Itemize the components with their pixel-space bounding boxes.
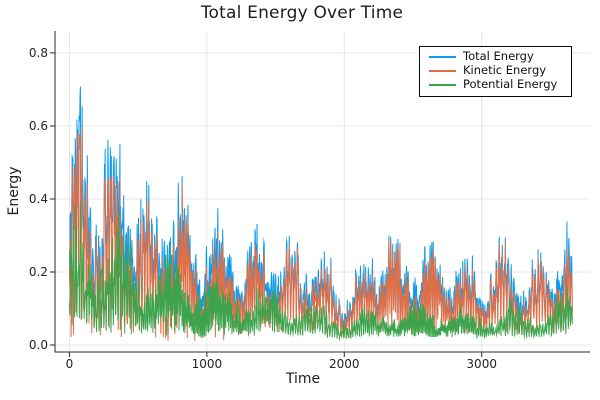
- y-tick-label: 0.8: [28, 45, 48, 60]
- legend-label: Potential Energy: [463, 77, 558, 92]
- chart-title: Total Energy Over Time: [200, 3, 404, 23]
- legend-entry: Total Energy: [420, 50, 571, 64]
- y-tick-label: 0.4: [28, 191, 48, 206]
- legend-label: Total Energy: [463, 49, 534, 64]
- x-axis-label: Time: [285, 371, 321, 387]
- y-tick-label: 0.2: [28, 265, 48, 280]
- legend-entry: Kinetic Energy: [420, 64, 571, 78]
- x-tick-label: 1000: [191, 357, 223, 371]
- legend-label: Kinetic Energy: [463, 63, 547, 78]
- x-tick-label: 0: [65, 357, 74, 371]
- legend-line-sample-icon: [429, 70, 456, 72]
- legend-entry: Potential Energy: [420, 78, 571, 92]
- x-tick-label: 3000: [466, 357, 497, 371]
- y-tick-label: 0.0: [28, 338, 48, 353]
- legend: Total Energy Kinetic Energy Potential Ener…: [419, 46, 572, 97]
- x-tick-label: 2000: [329, 357, 360, 371]
- y-tick-label: 0.6: [28, 118, 48, 133]
- legend-line-sample-icon: [429, 56, 456, 58]
- legend-line-sample-icon: [429, 84, 456, 86]
